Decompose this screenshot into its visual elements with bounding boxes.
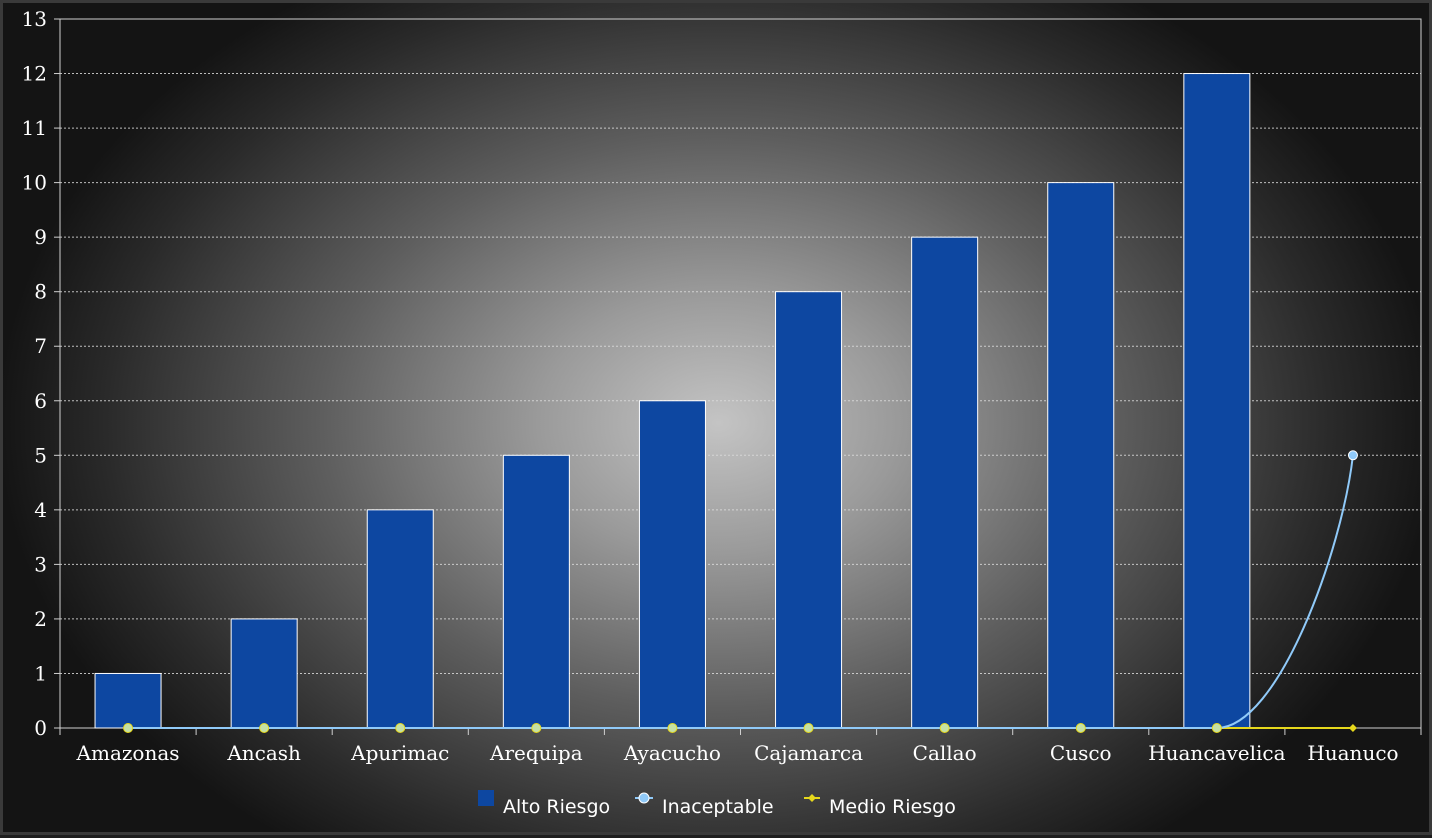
x-tick-label: Ayacucho xyxy=(623,741,721,765)
data-point xyxy=(939,723,950,733)
bar xyxy=(94,672,162,729)
y-tick-label: 7 xyxy=(34,334,47,358)
data-point xyxy=(1075,723,1086,733)
x-tick-label: Cajamarca xyxy=(754,741,863,765)
x-tick-label: Amazonas xyxy=(76,741,180,765)
data-point xyxy=(259,723,270,733)
data-point xyxy=(531,723,542,733)
y-tick-label: 6 xyxy=(34,389,47,413)
bars-alto-riesgo xyxy=(94,73,1251,729)
x-tick-label: Apurimac xyxy=(350,741,449,765)
bar xyxy=(1047,182,1115,729)
bar xyxy=(502,454,570,729)
y-tick-label: 3 xyxy=(34,552,47,576)
data-point xyxy=(1347,450,1358,461)
bar xyxy=(638,400,706,729)
legend-label: Medio Riesgo xyxy=(829,796,956,818)
legend-label: Inaceptable xyxy=(662,796,774,818)
x-tick-label: Ancash xyxy=(226,741,301,765)
data-point xyxy=(667,723,678,733)
x-tick-label: Callao xyxy=(913,741,977,765)
y-tick-label: 1 xyxy=(34,661,47,685)
bar xyxy=(911,236,979,729)
y-tick-label: 5 xyxy=(34,443,47,467)
data-point xyxy=(123,723,134,733)
series-lines xyxy=(123,450,1358,733)
bar xyxy=(1183,73,1251,729)
legend-swatch xyxy=(808,794,816,802)
grid-lines xyxy=(60,73,1421,674)
legend-item: Inaceptable xyxy=(635,792,774,818)
y-tick-label: 11 xyxy=(22,116,47,140)
data-point xyxy=(395,723,406,733)
x-tick-label: Cusco xyxy=(1050,741,1112,765)
y-tick-label: 12 xyxy=(22,62,47,86)
y-tick-label: 8 xyxy=(34,280,47,304)
y-tick-label: 10 xyxy=(22,171,47,195)
legend-item: Medio Riesgo xyxy=(804,794,956,818)
y-tick-label: 2 xyxy=(34,607,47,631)
data-point xyxy=(1211,723,1222,733)
y-tick-label: 9 xyxy=(34,225,47,249)
series-line xyxy=(128,455,1354,729)
data-point xyxy=(803,723,814,733)
legend-swatch xyxy=(478,790,494,806)
data-point xyxy=(1348,724,1357,732)
x-tick-label: Huancavelica xyxy=(1148,741,1285,765)
legend-label: Alto Riesgo xyxy=(503,796,610,818)
legend-item: Alto Riesgo xyxy=(478,790,610,818)
y-tick-label: 13 xyxy=(22,7,47,31)
bar xyxy=(775,291,843,729)
y-tick-label: 4 xyxy=(34,498,47,522)
y-tick-label: 0 xyxy=(34,716,47,740)
x-tick-label: Arequipa xyxy=(489,741,583,765)
bar xyxy=(230,618,298,729)
legend: Alto Riesgo Inaceptable Medio Riesgo xyxy=(478,790,956,818)
x-tick-label: Huanuco xyxy=(1307,741,1398,765)
legend-swatch xyxy=(638,792,650,804)
bar xyxy=(366,509,434,729)
